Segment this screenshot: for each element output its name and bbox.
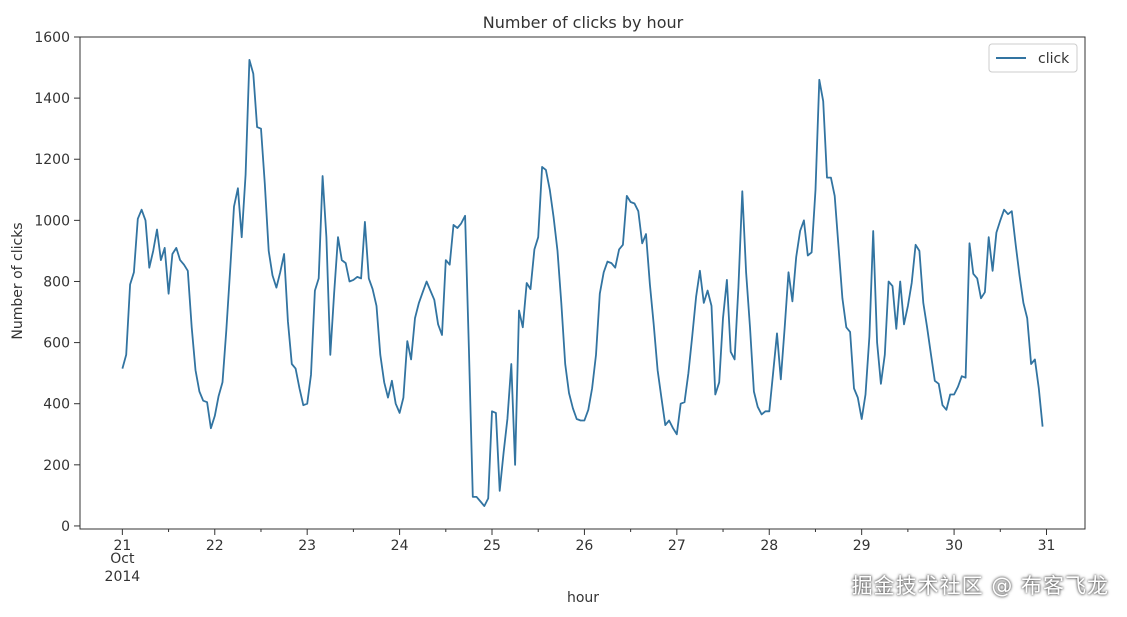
y-tick-label: 1200 (34, 152, 70, 168)
x-tick-label: 29 (853, 538, 871, 554)
x-tick-month-label: Oct (110, 551, 135, 567)
x-tick-year-label: 2014 (105, 569, 141, 585)
x-tick-label: 21 (113, 538, 131, 554)
x-tick-label: 28 (760, 538, 778, 554)
series-line-click (121, 59, 1044, 507)
x-tick-label: 22 (206, 538, 224, 554)
y-tick-label: 400 (43, 397, 70, 413)
x-tick-label: 24 (391, 538, 409, 554)
chart-title: Number of clicks by hour (483, 13, 684, 32)
y-tick-label: 1600 (34, 30, 70, 46)
y-tick-label: 1400 (34, 91, 70, 107)
y-axis: 0 200 400 600 800 1000 1200 1400 1600 (34, 30, 80, 535)
y-tick-label: 1000 (34, 213, 70, 229)
x-axis-label: hour (567, 590, 599, 606)
plot-area (79, 36, 1086, 530)
y-tick-label: 600 (43, 336, 70, 352)
x-tick-label: 23 (298, 538, 316, 554)
x-tick-label: 26 (576, 538, 594, 554)
x-tick-label: 31 (1038, 538, 1056, 554)
x-tick-label: 30 (945, 538, 963, 554)
legend-label: click (1038, 51, 1070, 67)
y-tick-label: 800 (43, 274, 70, 290)
y-tick-label: 0 (61, 519, 70, 535)
legend: click (988, 43, 1078, 73)
legend-box (988, 43, 1078, 73)
y-tick-label: 200 (43, 458, 70, 474)
x-tick-label: 25 (483, 538, 501, 554)
plot-frame (79, 36, 1086, 530)
y-axis-label: Number of clicks (10, 222, 26, 339)
watermark: 掘金技术社区 @ 布客飞龙 (851, 574, 1109, 598)
x-tick-label: 27 (668, 538, 686, 554)
